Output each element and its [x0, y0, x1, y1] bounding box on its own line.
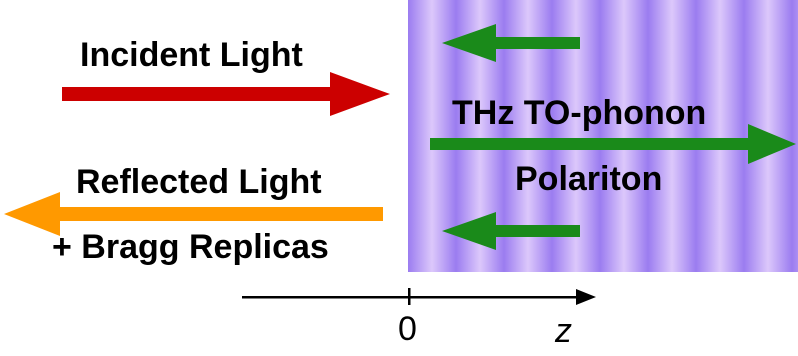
- polariton-arrow-middle-right: [430, 124, 796, 164]
- axis-origin-label: 0: [398, 310, 417, 348]
- incident-arrow: [62, 72, 390, 116]
- bragg-replicas-label: + Bragg Replicas: [52, 228, 329, 266]
- axis-variable-label: z: [555, 312, 572, 350]
- polariton-label-line2: Polariton: [515, 160, 663, 198]
- incident-light-label: Incident Light: [80, 36, 303, 74]
- polariton-label-line1: THz TO-phonon: [452, 94, 707, 132]
- reflected-light-label: Reflected Light: [76, 163, 322, 201]
- z-axis: [242, 288, 596, 305]
- polariton-arrow-bottom-left: [442, 212, 580, 250]
- reflected-arrow: [4, 192, 383, 236]
- polariton-arrow-top-left: [442, 24, 580, 62]
- origin-tick: [408, 288, 411, 305]
